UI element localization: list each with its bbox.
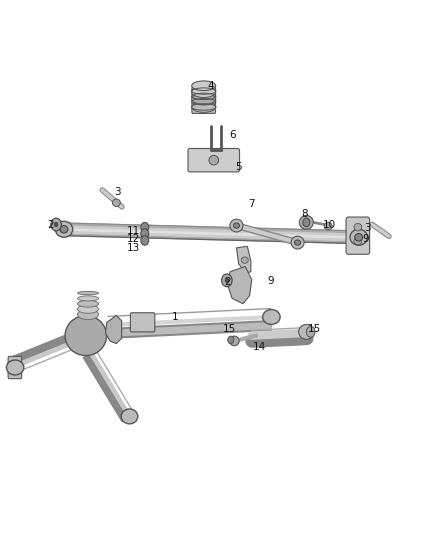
- Ellipse shape: [209, 156, 219, 165]
- FancyBboxPatch shape: [188, 149, 240, 172]
- Text: 11: 11: [127, 226, 141, 236]
- Ellipse shape: [65, 316, 106, 356]
- Ellipse shape: [230, 219, 243, 232]
- Ellipse shape: [355, 233, 363, 241]
- Ellipse shape: [354, 237, 362, 245]
- FancyBboxPatch shape: [346, 217, 370, 254]
- Text: 12: 12: [127, 235, 141, 245]
- Text: 5: 5: [235, 161, 242, 172]
- Text: 3: 3: [114, 187, 121, 197]
- Ellipse shape: [113, 199, 120, 206]
- Ellipse shape: [294, 240, 300, 245]
- Ellipse shape: [233, 223, 240, 228]
- Ellipse shape: [78, 296, 99, 301]
- Ellipse shape: [192, 102, 216, 112]
- Circle shape: [141, 229, 149, 238]
- Ellipse shape: [324, 222, 332, 230]
- Text: 15: 15: [307, 324, 321, 334]
- FancyBboxPatch shape: [131, 313, 155, 332]
- Ellipse shape: [192, 81, 216, 91]
- Text: 4: 4: [207, 81, 214, 91]
- Polygon shape: [106, 316, 122, 344]
- Circle shape: [141, 236, 149, 245]
- Text: 7: 7: [248, 199, 255, 209]
- Text: 3: 3: [364, 223, 371, 233]
- Text: 9: 9: [267, 277, 274, 286]
- Ellipse shape: [78, 309, 99, 320]
- Text: 13: 13: [127, 244, 141, 253]
- Ellipse shape: [78, 300, 99, 307]
- FancyBboxPatch shape: [192, 87, 215, 114]
- Ellipse shape: [78, 292, 99, 295]
- Circle shape: [141, 222, 149, 232]
- Text: 10: 10: [323, 220, 336, 230]
- Ellipse shape: [263, 310, 280, 325]
- Ellipse shape: [299, 325, 314, 340]
- FancyBboxPatch shape: [8, 357, 21, 378]
- Polygon shape: [237, 246, 251, 273]
- Ellipse shape: [60, 225, 68, 233]
- Circle shape: [54, 222, 58, 227]
- Ellipse shape: [121, 409, 138, 424]
- Ellipse shape: [230, 336, 239, 346]
- Circle shape: [51, 218, 61, 231]
- Text: 1: 1: [172, 312, 179, 322]
- Text: 2: 2: [224, 278, 231, 287]
- Text: 9: 9: [362, 234, 369, 244]
- Ellipse shape: [299, 215, 313, 229]
- Text: 8: 8: [301, 209, 307, 220]
- Text: 14: 14: [253, 342, 266, 352]
- Polygon shape: [228, 266, 252, 304]
- Ellipse shape: [55, 221, 73, 237]
- Ellipse shape: [291, 236, 304, 249]
- Circle shape: [225, 278, 229, 282]
- Ellipse shape: [354, 223, 362, 231]
- Ellipse shape: [78, 305, 99, 313]
- Circle shape: [303, 218, 310, 227]
- Text: 2: 2: [48, 220, 54, 230]
- Ellipse shape: [192, 94, 216, 104]
- Circle shape: [306, 327, 315, 337]
- Ellipse shape: [241, 257, 248, 263]
- Text: 15: 15: [223, 324, 237, 334]
- Ellipse shape: [7, 360, 24, 375]
- Ellipse shape: [350, 229, 367, 245]
- Ellipse shape: [192, 87, 216, 98]
- Text: 6: 6: [229, 130, 235, 140]
- Circle shape: [222, 274, 232, 287]
- Circle shape: [228, 336, 234, 344]
